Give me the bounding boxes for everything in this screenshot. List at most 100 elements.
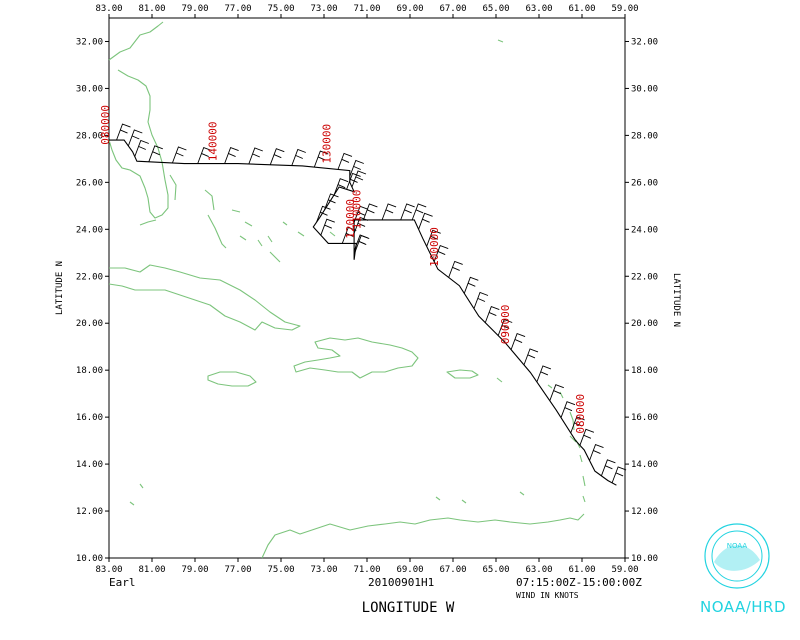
- time-label: 140000: [207, 121, 220, 161]
- x-tick-label: 79.00: [181, 565, 208, 575]
- wind-barb: [313, 150, 329, 168]
- wind-barb: [589, 444, 604, 461]
- plot-frame: [108, 17, 626, 559]
- wind-barb: [381, 203, 397, 221]
- wind-barb: [349, 159, 364, 177]
- time-label: 110000: [351, 190, 364, 230]
- y-tick-label-right: 22.00: [631, 272, 658, 282]
- wind-barb: [523, 348, 539, 366]
- wind-barb: [116, 123, 131, 141]
- x-tick-label-top: 65.00: [482, 4, 509, 14]
- storm-name: Earl: [109, 576, 136, 589]
- wind-barb: [148, 145, 163, 162]
- wind-barb: [497, 318, 513, 336]
- y-tick-label-right: 20.00: [631, 319, 658, 329]
- wind-barb: [362, 203, 378, 221]
- x-axis-label: LONGITUDE W: [362, 600, 455, 616]
- wind-barb: [248, 147, 263, 165]
- wind-barb: [463, 276, 479, 294]
- noaa-logo: NOAA: [704, 523, 770, 589]
- wind-barb: [353, 205, 369, 223]
- south-america-coast: [261, 513, 585, 559]
- time-label: 080000: [574, 394, 587, 434]
- axis-ticks: 83.00 83.00 81.00 81.00 79.00 79.00 77.00 77.00…: [76, 4, 658, 575]
- wind-barb: [197, 147, 212, 164]
- x-tick-label-top: 63.00: [525, 4, 552, 14]
- islands-south: [129, 483, 525, 506]
- wind-barb: [333, 178, 349, 195]
- wind-barb: [324, 193, 339, 211]
- coastlines: [108, 21, 586, 559]
- y-tick-label-left: 26.00: [76, 178, 103, 188]
- y-axis-label-left: LATITUDE N: [55, 261, 65, 315]
- y-tick-label-right: 24.00: [631, 225, 658, 235]
- time-range: 07:15:00Z-15:00:00Z: [516, 576, 642, 589]
- lesser-antilles: [496, 377, 586, 503]
- wind-barb: [448, 260, 463, 278]
- wind-barb: [510, 333, 526, 350]
- cuba: [108, 264, 301, 331]
- wind-barb: [536, 365, 552, 383]
- time-label: 080000: [99, 105, 112, 145]
- wind-barb: [600, 459, 616, 476]
- wind-barb: [346, 172, 361, 190]
- x-tick-label-top: 79.00: [181, 4, 208, 14]
- x-tick-label: 65.00: [482, 565, 509, 575]
- wind-barb: [353, 216, 369, 234]
- noaa-hrd-credit: NOAA/HRD: [700, 598, 787, 616]
- wind-barb: [418, 212, 433, 230]
- jamaica: [207, 371, 257, 387]
- x-tick-label: 69.00: [396, 565, 423, 575]
- x-tick-label-top: 77.00: [224, 4, 251, 14]
- x-tick-label: 81.00: [138, 565, 165, 575]
- y-tick-label-right: 14.00: [631, 460, 658, 470]
- wind-barb: [484, 306, 500, 323]
- x-tick-label: 63.00: [525, 565, 552, 575]
- x-tick-label: 73.00: [310, 565, 337, 575]
- wind-barb: [433, 245, 449, 262]
- x-tick-label-top: 59.00: [611, 4, 638, 14]
- florida-keys: [139, 219, 157, 226]
- x-tick-label: 77.00: [224, 565, 251, 575]
- wind-units-note: WIND IN KNOTS: [516, 591, 579, 600]
- bahamas-islands: [169, 39, 504, 263]
- y-tick-label-left: 28.00: [76, 131, 103, 141]
- y-axis-label-right: LATITUDE N: [671, 273, 681, 327]
- x-tick-label: 71.00: [353, 565, 380, 575]
- y-tick-label-right: 18.00: [631, 366, 658, 376]
- flight-id: 20100901H1: [368, 576, 434, 589]
- wind-barb: [291, 148, 306, 166]
- y-tick-label-left: 10.00: [76, 554, 103, 564]
- y-tick-label-left: 32.00: [76, 37, 103, 47]
- x-tick-label-top: 67.00: [439, 4, 466, 14]
- y-tick-label-right: 32.00: [631, 37, 658, 47]
- y-tick-label-left: 12.00: [76, 507, 103, 517]
- wind-barb: [549, 384, 564, 401]
- wind-barb: [127, 129, 143, 147]
- wind-barb: [269, 148, 285, 165]
- x-tick-label-top: 71.00: [353, 4, 380, 14]
- wind-barb: [579, 428, 595, 446]
- x-tick-label: 67.00: [439, 565, 466, 575]
- flight-track: [109, 139, 617, 486]
- wind-barb: [341, 226, 357, 244]
- wind-barb: [611, 466, 627, 484]
- y-tick-label-right: 26.00: [631, 178, 658, 188]
- wind-barb: [316, 205, 331, 223]
- wind-barb: [171, 146, 187, 164]
- x-tick-label: 61.00: [568, 565, 595, 575]
- y-tick-label-right: 10.00: [631, 554, 658, 564]
- y-tick-label-left: 20.00: [76, 319, 103, 329]
- x-tick-label-top: 81.00: [138, 4, 165, 14]
- wind-barb: [560, 401, 576, 418]
- wind-barb: [426, 229, 441, 247]
- y-tick-label-right: 16.00: [631, 413, 658, 423]
- x-tick-label-top: 61.00: [568, 4, 595, 14]
- y-tick-label-left: 16.00: [76, 413, 103, 423]
- x-tick-label: 59.00: [611, 565, 638, 575]
- logo-text: NOAA: [727, 542, 748, 550]
- wind-barb: [337, 152, 353, 170]
- y-tick-label-right: 12.00: [631, 507, 658, 517]
